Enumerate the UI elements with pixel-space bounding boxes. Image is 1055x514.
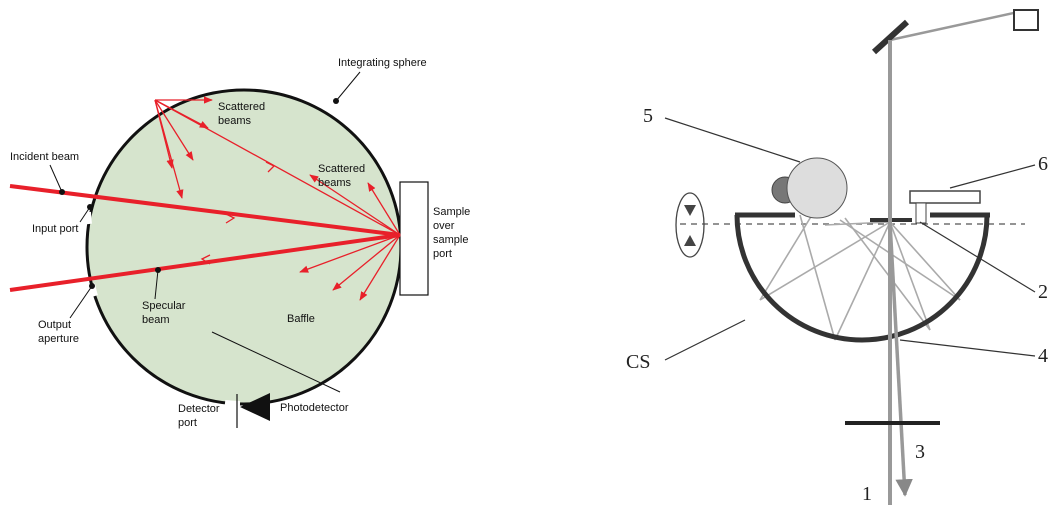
label: CS — [626, 351, 650, 373]
label: 5 — [643, 105, 653, 127]
label: beam — [142, 314, 170, 326]
label: Sample — [433, 206, 470, 218]
label: 6 — [1038, 153, 1048, 175]
integrating-sphere-diagram: Integrating sphere Scattered beams Scatt… — [9, 57, 470, 429]
label: aperture — [38, 333, 79, 345]
rays — [759, 214, 961, 341]
leader — [69, 285, 93, 319]
label: beams — [318, 177, 352, 189]
mirror — [871, 19, 910, 55]
label: 2 — [1038, 281, 1048, 303]
holder — [909, 190, 981, 204]
reflected-beam — [888, 221, 913, 497]
leader — [79, 206, 91, 223]
label: 3 — [915, 441, 925, 463]
setup-diagram: 5 6 2 4 CS 3 1 — [626, 9, 1048, 505]
label: 1 — [862, 483, 872, 505]
reference-beam — [889, 10, 1019, 42]
leader — [335, 71, 361, 102]
rotation — [675, 192, 705, 258]
label: Integrating sphere — [338, 57, 427, 69]
arrowhead — [684, 235, 696, 246]
label: sample — [433, 234, 468, 246]
sample-port — [399, 181, 429, 296]
label: Baffle — [287, 313, 315, 325]
leader — [49, 164, 63, 193]
label: Detector — [178, 403, 220, 415]
label: 4 — [1038, 345, 1048, 367]
hemisphere — [734, 214, 990, 343]
photodetector — [240, 393, 270, 421]
leader — [154, 269, 159, 300]
label: Scattered — [218, 101, 265, 113]
label: beams — [218, 115, 252, 127]
detector — [1013, 9, 1039, 31]
label: Input port — [32, 223, 78, 235]
label: Specular — [142, 300, 186, 312]
label: Scattered — [318, 163, 365, 175]
holder-clip — [915, 202, 927, 224]
lamp — [786, 157, 848, 219]
label: port — [178, 417, 197, 429]
sphere — [85, 88, 403, 406]
arrowhead — [684, 205, 696, 216]
label: port — [433, 248, 452, 260]
label: over — [433, 220, 455, 232]
specular-beam — [9, 233, 401, 292]
incident-beam — [9, 184, 401, 237]
label: Photodetector — [280, 402, 349, 414]
label: Incident beam — [10, 151, 79, 163]
scattered-beams — [154, 96, 401, 301]
leaders — [664, 117, 1036, 361]
label: Output — [38, 319, 71, 331]
baffle — [211, 331, 341, 393]
